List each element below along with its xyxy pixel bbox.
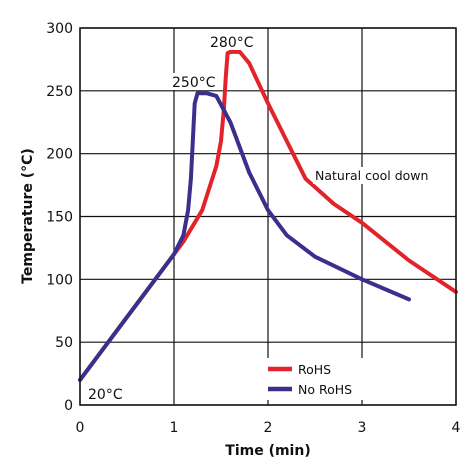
legend: RoHS No RoHS xyxy=(262,358,378,400)
series-layer xyxy=(78,49,458,382)
x-tick-label: 3 xyxy=(358,420,367,436)
series-line-no-rohs xyxy=(78,91,411,382)
x-axis-label: Time (min) xyxy=(225,443,310,459)
y-tick-label: 50 xyxy=(55,335,73,351)
x-tick-label: 0 xyxy=(76,420,85,436)
y-axis-label: Temperature (°C) xyxy=(20,148,36,284)
legend-label-rohs: RoHS xyxy=(298,362,331,377)
legend-bg xyxy=(262,358,378,400)
plot-frame xyxy=(79,27,457,406)
x-tick-label: 4 xyxy=(452,420,461,436)
start-temp-label: 20°C xyxy=(88,387,123,403)
label-bg-250 xyxy=(171,73,218,90)
label-bg-cooldown xyxy=(313,167,443,184)
peak-label-250: 250°C xyxy=(172,75,216,91)
y-tick-label: 200 xyxy=(46,147,73,163)
x-tick-label: 2 xyxy=(264,420,273,436)
y-tick-label: 150 xyxy=(46,210,73,226)
label-bg-280 xyxy=(208,33,256,50)
tick-labels: 0 1 2 3 4 0 50 100 150 200 250 300 xyxy=(46,21,460,436)
legend-label-no-rohs: No RoHS xyxy=(298,382,352,397)
grid xyxy=(79,27,457,406)
y-tick-label: 100 xyxy=(46,272,73,288)
peak-label-280: 280°C xyxy=(210,35,254,51)
x-tick-label: 1 xyxy=(170,420,179,436)
y-tick-label: 250 xyxy=(46,84,73,100)
y-tick-label: 300 xyxy=(46,21,73,37)
cooldown-label: Natural cool down xyxy=(315,168,428,183)
y-tick-label: 0 xyxy=(64,398,73,414)
